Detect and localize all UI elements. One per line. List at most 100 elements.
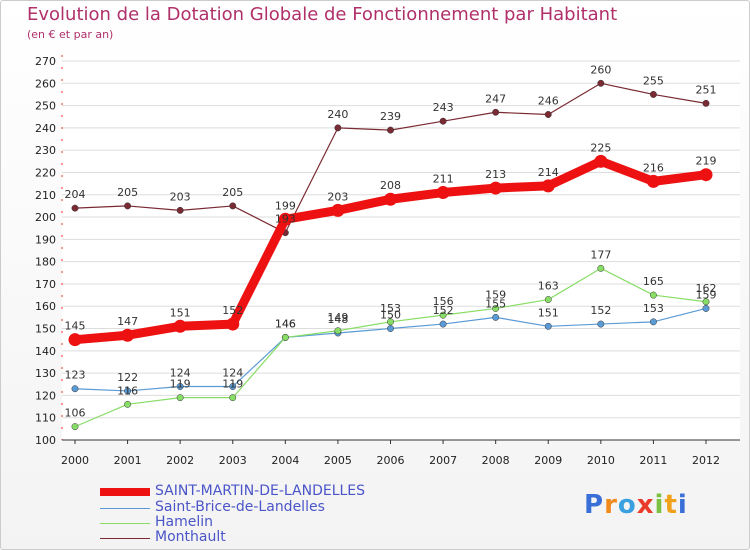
data-point bbox=[278, 212, 292, 226]
data-point bbox=[229, 394, 237, 402]
legend-item-monthault: Monthault bbox=[100, 529, 420, 546]
data-point bbox=[597, 320, 605, 328]
y-tick-label: 150 bbox=[35, 323, 56, 336]
data-point bbox=[71, 423, 79, 431]
y-tick-label: 240 bbox=[35, 122, 56, 135]
data-label: 122 bbox=[117, 371, 138, 384]
logo-letter: i bbox=[654, 490, 665, 520]
data-label: 152 bbox=[222, 304, 243, 317]
data-label: 146 bbox=[275, 317, 296, 330]
data-point bbox=[649, 291, 657, 299]
data-label: 151 bbox=[170, 306, 191, 319]
data-point bbox=[229, 202, 237, 210]
y-tick-label: 170 bbox=[35, 278, 56, 291]
x-tick-label: 2005 bbox=[324, 454, 352, 467]
data-point bbox=[229, 383, 237, 390]
data-point bbox=[699, 168, 713, 182]
y-tick-label: 200 bbox=[35, 211, 56, 224]
data-label: 123 bbox=[65, 369, 86, 382]
data-label: 205 bbox=[117, 186, 138, 199]
plot-area bbox=[62, 55, 740, 440]
data-point bbox=[492, 313, 500, 321]
data-point bbox=[597, 79, 605, 87]
data-point bbox=[439, 320, 447, 328]
x-tick-label: 2006 bbox=[377, 454, 405, 467]
data-label: 149 bbox=[327, 311, 348, 324]
chart-title: Evolution de la Dotation Globale de Fonc… bbox=[27, 4, 618, 25]
y-tick-label: 210 bbox=[35, 189, 56, 202]
data-label: 203 bbox=[327, 190, 348, 203]
data-label: 255 bbox=[643, 74, 664, 87]
y-tick-label: 260 bbox=[35, 77, 56, 90]
data-point bbox=[597, 264, 605, 272]
line-chart: 100 110 120 130 140 150 160 170 180 190 200 210 220 2… bbox=[35, 55, 740, 467]
data-label: 146 bbox=[275, 317, 296, 330]
data-label: 156 bbox=[433, 295, 454, 308]
chart-subtitle: (en € et par an) bbox=[27, 28, 114, 41]
data-label: 116 bbox=[117, 384, 138, 397]
y-tick-label: 160 bbox=[35, 300, 56, 313]
data-point bbox=[124, 387, 132, 395]
legend-label: Hamelin bbox=[155, 514, 214, 530]
logo-letter: x bbox=[636, 490, 655, 520]
data-point bbox=[71, 385, 79, 393]
data-point bbox=[702, 305, 710, 312]
data-point bbox=[436, 186, 450, 200]
data-point bbox=[71, 204, 79, 212]
x-tick-label: 2002 bbox=[166, 454, 194, 467]
data-point bbox=[594, 154, 608, 168]
logo-letter: i bbox=[677, 490, 688, 520]
data-point bbox=[176, 383, 184, 390]
data-point bbox=[387, 325, 394, 332]
data-point bbox=[702, 99, 710, 107]
data-label: 119 bbox=[170, 378, 191, 391]
data-point bbox=[649, 318, 657, 326]
legend-label: Monthault bbox=[155, 529, 226, 545]
x-tick-label: 2010 bbox=[587, 454, 615, 467]
data-label: 177 bbox=[590, 248, 611, 261]
data-point bbox=[124, 202, 132, 210]
data-point bbox=[439, 117, 447, 125]
data-point bbox=[121, 328, 135, 342]
data-point bbox=[492, 108, 500, 116]
y-tick-label: 220 bbox=[35, 166, 56, 179]
y-tick-label: 130 bbox=[35, 367, 56, 380]
y-tick-label: 180 bbox=[35, 256, 56, 269]
data-label: 152 bbox=[433, 304, 454, 317]
y-tick-label: 190 bbox=[35, 233, 56, 246]
y-tick-label: 250 bbox=[35, 100, 56, 113]
data-point bbox=[124, 400, 132, 408]
data-label: 225 bbox=[590, 141, 611, 154]
logo-letter: o bbox=[617, 490, 637, 520]
data-label: 147 bbox=[117, 315, 138, 328]
data-point bbox=[334, 124, 342, 132]
data-label: 208 bbox=[380, 179, 401, 192]
proxiti-logo: Proxiti bbox=[584, 490, 688, 520]
y-tick-label: 270 bbox=[35, 55, 56, 68]
x-tick-label: 2000 bbox=[61, 454, 89, 467]
data-label: 152 bbox=[590, 304, 611, 317]
data-label: 159 bbox=[696, 288, 717, 301]
data-label: 216 bbox=[643, 161, 664, 174]
legend-label: Saint-Brice-de-Landelles bbox=[155, 499, 325, 515]
data-label: 246 bbox=[538, 95, 559, 108]
data-label: 213 bbox=[485, 168, 506, 181]
data-point bbox=[226, 317, 240, 331]
legend-swatch bbox=[100, 508, 150, 509]
x-tick-label: 2009 bbox=[534, 454, 562, 467]
legend-swatch bbox=[100, 523, 150, 524]
data-label: 247 bbox=[485, 92, 506, 105]
legend-swatch bbox=[100, 538, 150, 539]
legend-swatch bbox=[100, 488, 150, 496]
data-label: 150 bbox=[380, 309, 401, 322]
x-tick-label: 2001 bbox=[114, 454, 142, 467]
legend-item-hamelin: Hamelin bbox=[100, 514, 420, 531]
data-label: 214 bbox=[538, 166, 559, 179]
data-label: 119 bbox=[222, 378, 243, 391]
y-tick-label: 140 bbox=[35, 345, 56, 358]
data-point bbox=[649, 90, 657, 98]
data-label: 251 bbox=[696, 83, 717, 96]
data-label: 124 bbox=[170, 366, 191, 379]
logo-letter: P bbox=[584, 490, 605, 520]
data-point bbox=[544, 296, 552, 303]
